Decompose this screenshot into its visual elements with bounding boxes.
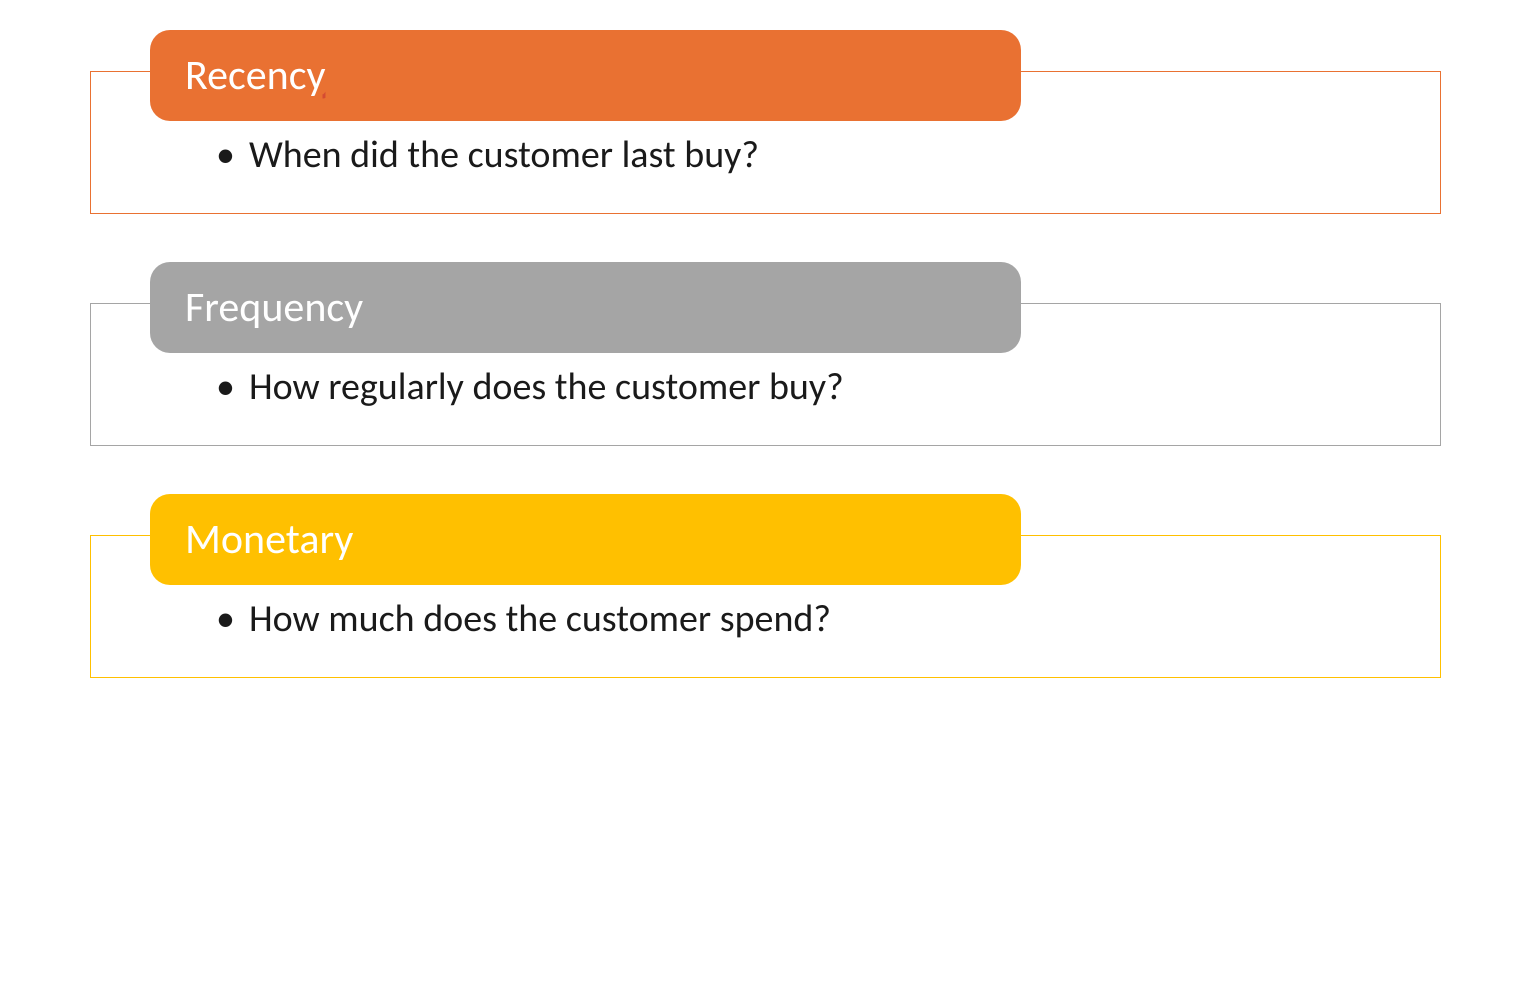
card-text: How much does the customer spend? bbox=[249, 596, 831, 642]
card-header: Frequency bbox=[150, 262, 1021, 353]
card-text: When did the customer last buy? bbox=[249, 132, 759, 178]
bullet-icon: • bbox=[216, 600, 235, 638]
card-recency: Recency • When did the customer last buy… bbox=[90, 30, 1441, 214]
card-monetary: Monetary • How much does the customer sp… bbox=[90, 494, 1441, 678]
bullet-row: • When did the customer last buy? bbox=[216, 132, 1405, 178]
card-header: Monetary bbox=[150, 494, 1021, 585]
card-header: Recency bbox=[150, 30, 1021, 121]
card-text: How regularly does the customer buy? bbox=[249, 364, 844, 410]
card-title: Recency bbox=[185, 50, 325, 101]
bullet-icon: • bbox=[216, 136, 235, 174]
bullet-icon: • bbox=[216, 368, 235, 406]
card-title: Monetary bbox=[185, 514, 353, 565]
card-title: Frequency bbox=[185, 282, 363, 333]
bullet-row: • How much does the customer spend? bbox=[216, 596, 1405, 642]
bullet-row: • How regularly does the customer buy? bbox=[216, 364, 1405, 410]
card-frequency: Frequency • How regularly does the custo… bbox=[90, 262, 1441, 446]
